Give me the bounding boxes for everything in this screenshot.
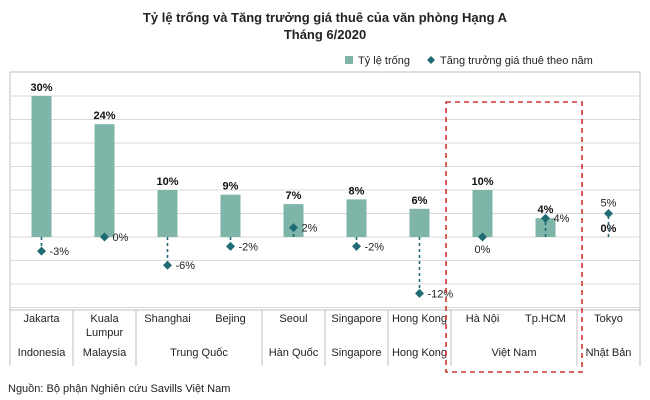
category-label: Jakarta <box>23 313 60 325</box>
category-label: Hà Nội <box>466 313 500 325</box>
vacancy-value-label: 10% <box>156 176 178 188</box>
growth-marker <box>37 246 46 256</box>
category-label: Tp.HCM <box>525 313 566 325</box>
group-label: Hàn Quốc <box>269 347 319 359</box>
legend: Tỷ lệ trống Tăng trưởng giá thuê theo nă… <box>345 55 593 67</box>
vacancy-bar <box>31 96 52 237</box>
growth-marker <box>478 232 487 242</box>
legend-marker-swatch <box>427 56 435 64</box>
bar-series: 30%24%10%9%7%8%6%10%4%0% <box>30 82 617 237</box>
legend-marker-label: Tăng trưởng giá thuê theo năm <box>440 55 593 67</box>
legend-bar-label: Tỷ lệ trống <box>358 55 410 67</box>
category-label-line2: Lumpur <box>86 327 124 339</box>
growth-value-label: -3% <box>50 246 70 258</box>
gridlines <box>10 95 640 308</box>
vacancy-bar <box>409 208 430 237</box>
chart-title-line2: Tháng 6/2020 <box>284 27 366 42</box>
growth-marker <box>100 232 109 242</box>
vacancy-value-label: 7% <box>286 190 302 202</box>
group-label: Indonesia <box>18 347 67 359</box>
group-label: Nhật Bản <box>586 347 632 359</box>
growth-value-label: 2% <box>302 223 318 235</box>
group-label: Trung Quốc <box>170 347 228 359</box>
growth-marker <box>352 241 361 251</box>
category-label: Shanghai <box>144 313 191 325</box>
legend-bar-swatch <box>345 56 353 64</box>
category-axis: Jakarta Kuala Lumpur Shanghai Bejing Seoul Sin… <box>9 310 641 366</box>
category-label: Hong Kong <box>392 313 447 325</box>
growth-value-label: -12% <box>428 288 454 300</box>
vacancy-bar <box>94 124 115 237</box>
vacancy-value-label: 30% <box>30 82 52 94</box>
group-label: Việt Nam <box>491 347 536 359</box>
vacancy-bar <box>535 218 556 237</box>
growth-marker <box>163 260 172 270</box>
category-label: Kuala <box>90 313 119 325</box>
vacancy-value-label: 4% <box>538 204 554 216</box>
growth-marker <box>226 241 235 251</box>
category-label: Seoul <box>279 313 307 325</box>
growth-value-label: 4% <box>554 213 570 225</box>
category-label: Singapore <box>331 313 381 325</box>
chart-title-line1: Tỷ lệ trống và Tăng trưởng giá thuê của … <box>143 10 508 25</box>
vacancy-value-label: 8% <box>349 185 365 197</box>
growth-marker <box>541 213 550 223</box>
vacancy-value-label: 9% <box>223 181 239 193</box>
vacancy-bar <box>346 199 367 237</box>
vacancy-value-label: 10% <box>471 176 493 188</box>
group-label: Hong Kong <box>392 347 447 359</box>
vacancy-bar <box>472 190 493 237</box>
growth-value-label: 0% <box>113 232 129 244</box>
vacancy-value-label: 24% <box>93 110 115 122</box>
growth-value-label: 0% <box>475 244 491 256</box>
group-label: Singapore <box>331 347 381 359</box>
group-label: Malaysia <box>83 347 127 359</box>
vacancy-value-label: 6% <box>412 195 428 207</box>
marker-series: -3% 0% -6% -2% 2% -2% -12% 0% 4% 5% <box>37 198 617 300</box>
growth-value-label: 5% <box>601 198 617 210</box>
growth-value-label: -6% <box>176 260 196 272</box>
source-note: Nguồn: Bộ phận Nghiên cứu Savills Việt N… <box>8 383 230 395</box>
vacancy-bar <box>283 204 304 237</box>
category-label: Tokyo <box>594 313 623 325</box>
growth-value-label: -2% <box>239 241 259 253</box>
growth-marker <box>289 223 298 233</box>
growth-marker <box>415 288 424 298</box>
category-label: Bejing <box>215 313 246 325</box>
growth-value-label: -2% <box>365 241 385 253</box>
vacancy-bar <box>157 190 178 237</box>
vacancy-bar <box>220 194 241 237</box>
vietnam-highlight-box <box>445 101 583 373</box>
growth-marker <box>604 209 613 218</box>
